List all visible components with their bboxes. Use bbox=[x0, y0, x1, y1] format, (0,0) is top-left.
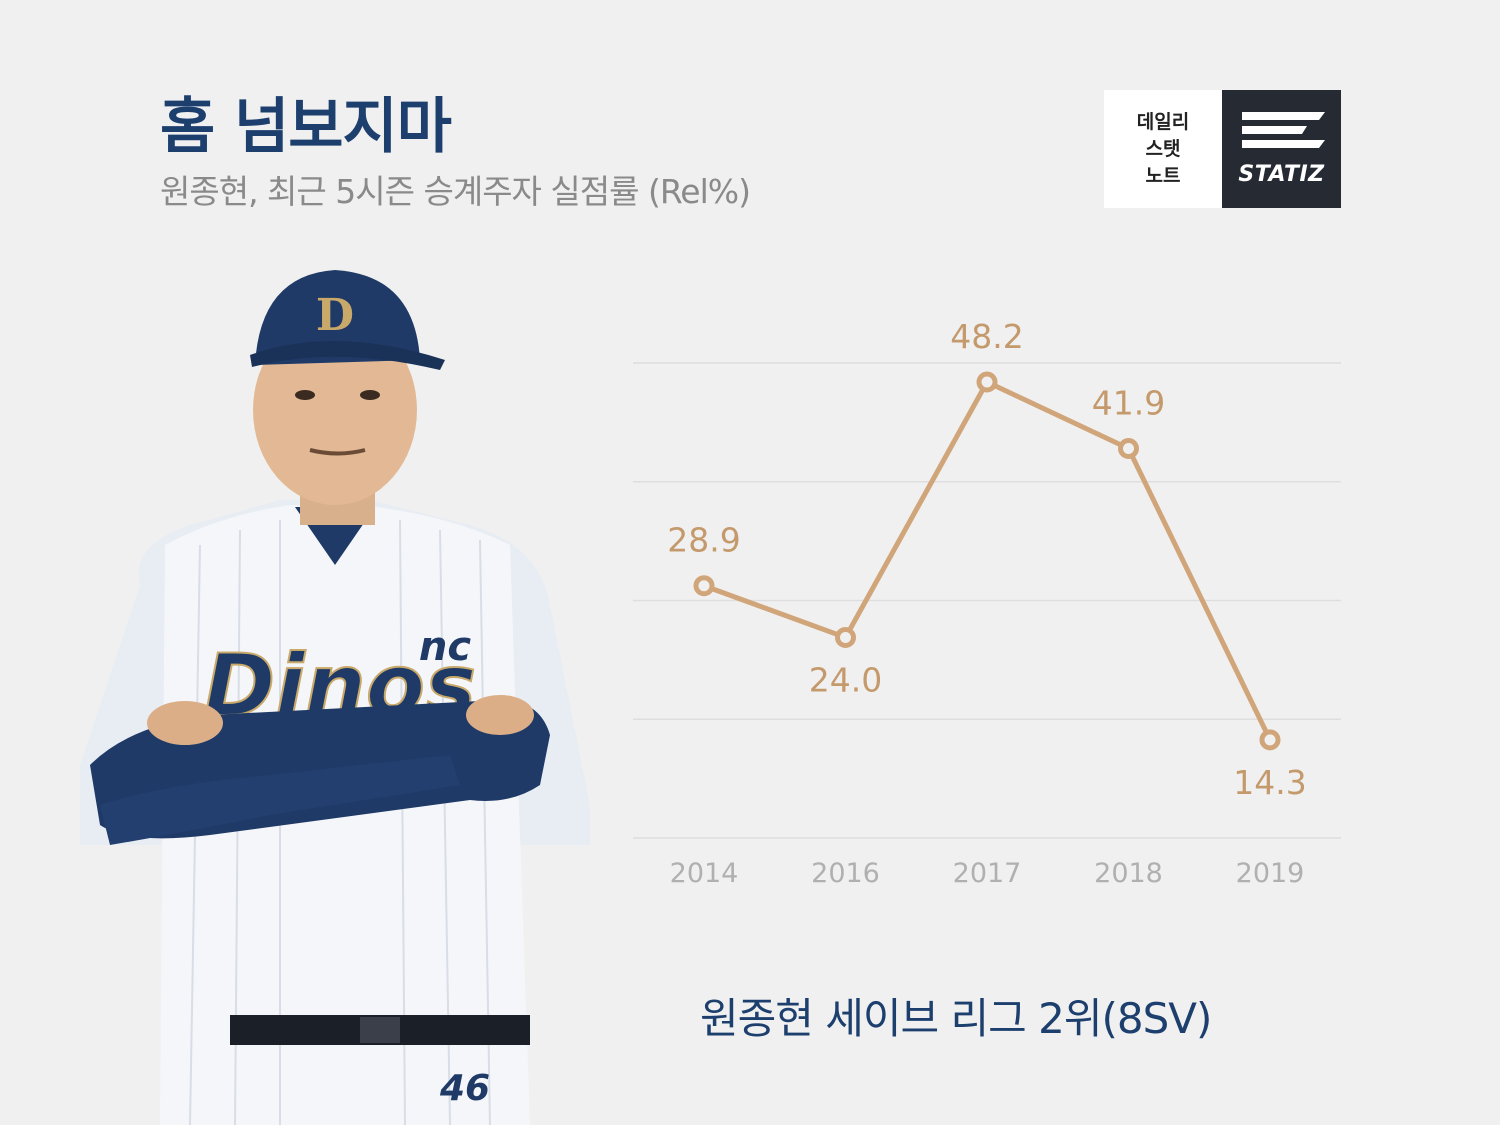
chart-gridlines bbox=[633, 362, 1341, 839]
chart-points bbox=[693, 371, 1281, 751]
logo-line-2: 스탯 bbox=[1145, 137, 1181, 160]
chart-x-ticks: 2014 2016 2017 2018 2019 bbox=[670, 858, 1305, 889]
chart-data-labels: 28.9 24.0 48.2 41.9 14.3 bbox=[667, 317, 1306, 802]
page-subtitle: 원종현, 최근 5시즌 승계주자 실점률 (Rel%) bbox=[160, 172, 751, 211]
logo-line-1: 데일리 bbox=[1136, 110, 1190, 133]
page-title: 홈 넘보지마 bbox=[160, 92, 452, 162]
x-tick-label: 2014 bbox=[670, 858, 739, 889]
x-tick-label: 2017 bbox=[953, 858, 1022, 889]
daily-stat-note-badge: 데일리 스탯 노트 bbox=[1104, 90, 1222, 208]
data-label: 41.9 bbox=[1092, 384, 1165, 423]
statiz-logo: 데일리 스탯 노트 STATIZ bbox=[1104, 90, 1341, 208]
logo-line-3: 노트 bbox=[1145, 164, 1181, 187]
data-point bbox=[1259, 729, 1281, 751]
data-point bbox=[835, 626, 856, 648]
x-tick-label: 2016 bbox=[811, 858, 880, 889]
statiz-wordmark: STATIZ bbox=[1238, 162, 1325, 187]
data-label: 14.3 bbox=[1233, 763, 1306, 802]
data-point bbox=[1118, 438, 1139, 459]
svg-text:nc: nc bbox=[419, 624, 471, 670]
svg-text:46: 46 bbox=[439, 1068, 490, 1109]
chart-caption: 원종현 세이브 리그 2위(8SV) bbox=[700, 994, 1212, 1043]
x-tick-label: 2018 bbox=[1094, 858, 1163, 889]
player-photo: D Dinos nc 46 bbox=[80, 270, 590, 1125]
svg-text:D: D bbox=[316, 290, 354, 341]
data-label: 28.9 bbox=[667, 521, 740, 560]
data-point bbox=[976, 371, 998, 393]
data-label: 24.0 bbox=[809, 660, 882, 699]
series-line bbox=[703, 379, 1273, 741]
chart-series-line bbox=[703, 379, 1273, 741]
statiz-stripes-icon bbox=[1242, 112, 1325, 148]
statiz-brand-block: STATIZ bbox=[1222, 90, 1341, 208]
data-label: 48.2 bbox=[950, 317, 1023, 356]
data-point bbox=[693, 575, 715, 597]
x-tick-label: 2019 bbox=[1236, 858, 1305, 889]
